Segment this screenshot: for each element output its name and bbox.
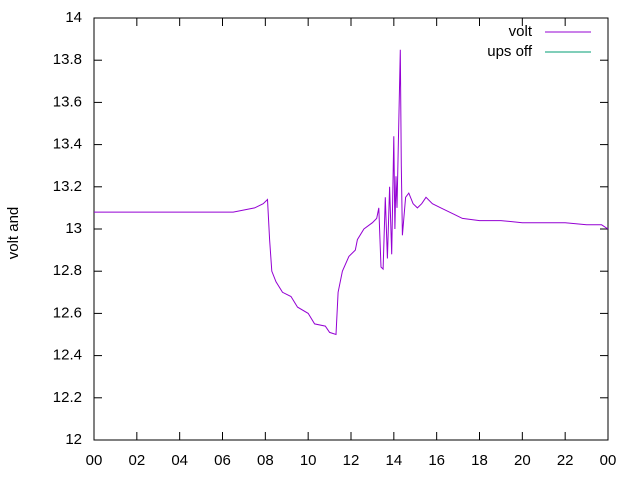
y-tick-label: 13.8: [53, 51, 82, 68]
x-tick-label: 02: [128, 452, 145, 469]
y-tick-label: 12.2: [53, 389, 82, 406]
x-tick-label: 14: [385, 452, 402, 469]
x-tick-label: 10: [300, 452, 317, 469]
x-tick-label: 00: [600, 452, 617, 469]
x-tick-label: 12: [343, 452, 360, 469]
y-tick-label: 13: [65, 220, 82, 237]
x-tick-label: 22: [557, 452, 574, 469]
y-tick-label: 13.2: [53, 178, 82, 195]
y-axis-label: volt and: [5, 207, 22, 260]
x-tick-label: 06: [214, 452, 231, 469]
y-tick-label: 13.6: [53, 93, 82, 110]
x-tick-label: 04: [171, 452, 188, 469]
y-tick-label: 12: [65, 431, 82, 448]
y-tick-label: 14: [65, 9, 82, 26]
legend-label: ups off: [487, 43, 533, 60]
x-tick-label: 16: [428, 452, 445, 469]
y-tick-label: 12.4: [53, 347, 82, 364]
legend-label: volt: [509, 23, 533, 40]
x-tick-label: 20: [514, 452, 531, 469]
x-tick-label: 00: [86, 452, 103, 469]
line: [94, 49, 609, 336]
x-tick-label: 18: [471, 452, 488, 469]
y-tick-label: 12.6: [53, 304, 82, 321]
x-tick-label: 08: [257, 452, 274, 469]
y-tick-label: 12.8: [53, 262, 82, 279]
y-tick-label: 13.4: [53, 136, 82, 153]
